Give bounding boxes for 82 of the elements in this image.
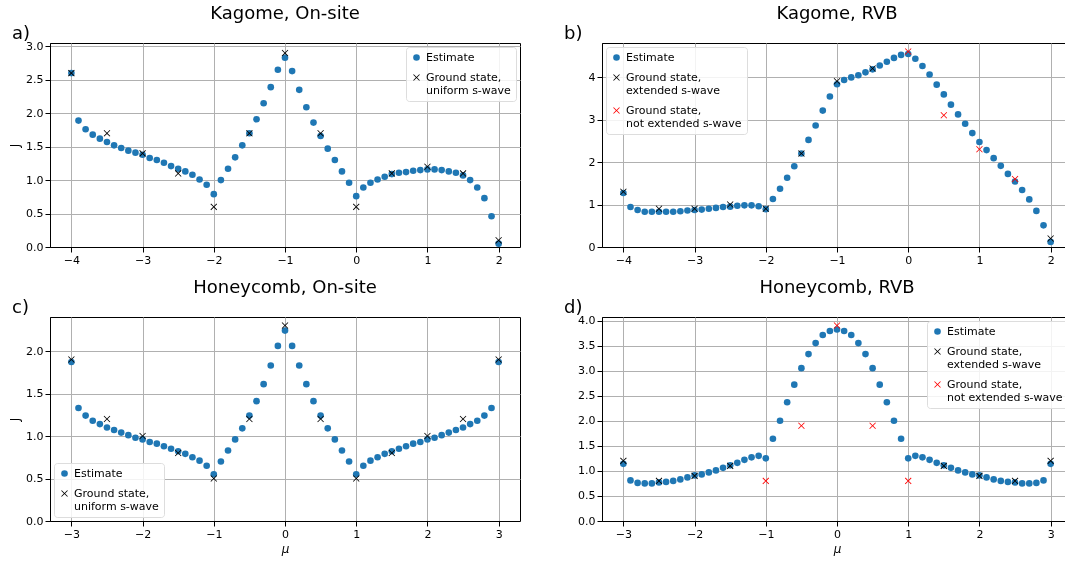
x-tick-label: 2 [424,527,432,541]
x-tick-label: −4 [63,253,80,267]
legend-label: Ground state, not extended s-wave [947,377,1063,404]
x-tick-label: −1 [829,253,846,267]
y-tick-label: 1.5 [26,387,44,400]
point [833,322,841,329]
y-tick-label: 2.0 [26,106,44,120]
text: d) [564,296,583,317]
y-tick-label: 1.5 [26,140,44,154]
y-tick-label: 0 [588,240,596,254]
point [139,432,146,440]
x-tick-label: −1 [277,253,294,267]
y-tick-label: 4 [588,70,596,84]
legend-label: Ground state, extended s-wave [947,344,1042,371]
y-tick-label: 2.0 [578,414,596,428]
x-tick-label: 3 [495,527,503,541]
y-axis-title: J [8,143,23,149]
text: b) [564,22,583,43]
y-tick-label: 3 [588,113,596,126]
x-tick-label: −2 [134,527,152,541]
chart-title: Kagome, RVB [776,2,898,23]
x-tick-label: 2 [1047,253,1055,267]
point [424,432,431,440]
x-tick-label: −2 [206,253,223,267]
x-tick-label: −3 [63,527,80,541]
point [317,415,324,423]
point [174,170,182,177]
x-tick-label: 0 [282,527,289,541]
x-tick-label: −4 [615,253,632,267]
y-tick-label: 3.0 [578,364,596,378]
y-tick-label: 2.0 [26,344,44,358]
legend-label: Ground state, uniform s-wave [74,486,160,513]
y-tick-label: 0.5 [26,472,44,485]
y-tick-label: 0.0 [26,240,44,254]
chart-title: Kagome, On-site [210,2,360,23]
y-tick-label: 4.0 [578,314,596,328]
legend-label: Estimate [947,324,996,338]
y-tick-label: 0.5 [26,207,44,221]
x-tick-label: 0 [834,527,841,541]
x-tick-label: −3 [686,253,704,267]
x-tick-label: 1 [905,527,913,541]
y-tick-label: 2.5 [26,73,44,87]
y-tick-label: 3.5 [578,339,596,353]
point [940,111,948,119]
x-tick-label: −2 [686,527,704,541]
x-tick-label: 2 [495,253,503,267]
text: c) [12,296,29,317]
point [281,322,289,329]
legend-label: Ground state, uniform s-wave [426,70,512,97]
y-tick-label: 2.5 [578,389,596,403]
x-tick-label: −2 [758,253,775,267]
legend-label: Estimate [74,466,123,480]
y-tick-label: 0.5 [578,489,596,503]
y-tick-label: 0.0 [578,514,596,528]
legend-label: Estimate [426,50,475,64]
y-tick-label: 1.0 [578,464,596,478]
x-tick-label: 2 [976,527,984,541]
x-tick-label: 1 [424,253,432,267]
x-tick-label: −1 [206,527,223,541]
y-tick-label: 1.5 [578,439,596,453]
chart-title: Honeycomb, On-site [193,276,377,297]
y-axis-title: J [8,417,23,423]
y-tick-label: 1.0 [26,173,44,187]
x-axis-title: μ [832,541,842,556]
y-tick-label: 0.0 [26,514,44,528]
point [246,415,253,423]
legend-label: Ground state, not extended s-wave [626,103,742,130]
x-axis-title: μ [280,541,290,556]
y-tick-label: 1.0 [26,429,44,443]
legend-label: Estimate [626,50,675,64]
chart-title: Honeycomb, RVB [759,276,915,297]
x-tick-label: −3 [134,253,152,267]
x-tick-label: 1 [976,253,984,267]
x-tick-label: 0 [353,253,361,267]
x-tick-label: 1 [353,527,361,541]
y-tick-label: 2 [588,155,596,169]
x-tick-label: 3 [1047,527,1055,541]
x-tick-label: −1 [758,527,775,541]
x-tick-label: −3 [615,527,632,541]
x-tick-label: 0 [905,253,913,267]
y-tick-label: 1 [588,198,596,211]
legend-label: Ground state, extended s-wave [626,70,721,97]
